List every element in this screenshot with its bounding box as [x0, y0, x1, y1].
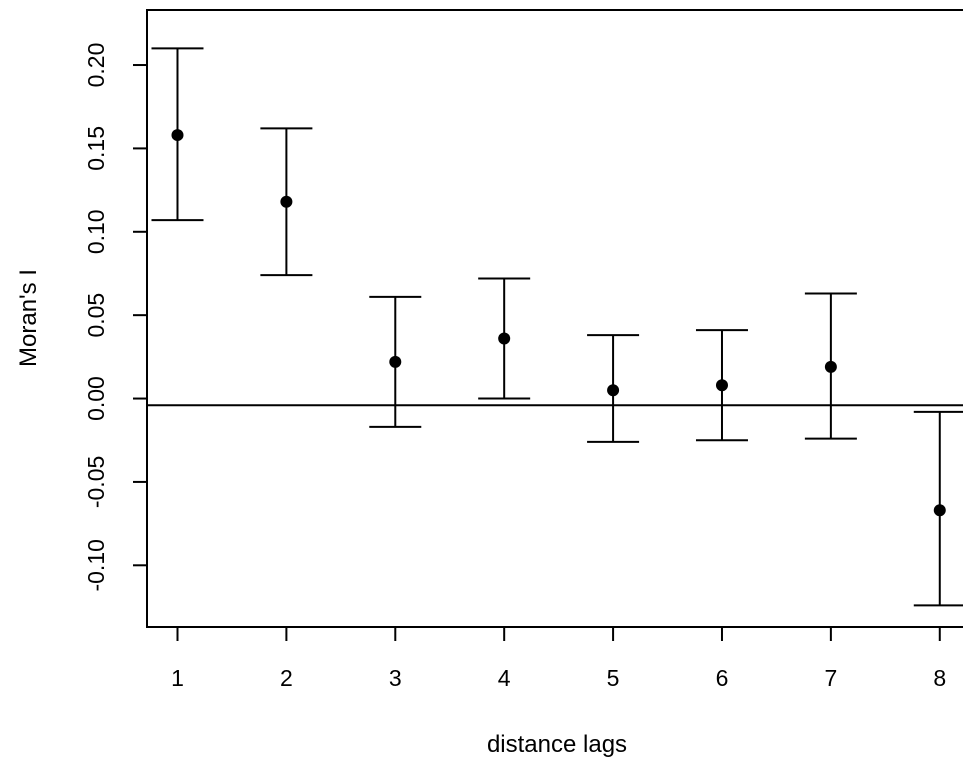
y-axis: -0.10 -0.05 0.00 0.05 0.10 0.15 0.20: [83, 43, 147, 592]
data-point-1: [171, 129, 184, 142]
y-tick-label-0.15: 0.15: [83, 126, 109, 171]
x-tick-label-5: 5: [607, 665, 620, 691]
x-tick-label-3: 3: [389, 665, 402, 691]
data-point-8: [933, 504, 946, 517]
y-tick-label-0.00: 0.00: [83, 376, 109, 421]
x-tick-label-6: 6: [716, 665, 729, 691]
data-point-7: [824, 360, 837, 373]
y-tick-label-0.10: 0.10: [83, 209, 109, 254]
plot-frame: [146, 9, 963, 628]
y-tick-label--0.05: -0.05: [83, 456, 109, 508]
x-axis-title: distance lags: [487, 731, 627, 758]
y-tick-label-0.05: 0.05: [83, 293, 109, 338]
x-axis: 1 2 3 4 5 6 7 8: [171, 627, 946, 691]
y-axis-title: Moran's I: [15, 269, 42, 367]
x-tick-label-8: 8: [933, 665, 946, 691]
chart-marks: [147, 47, 963, 607]
x-tick-label-7: 7: [824, 665, 837, 691]
x-tick-label-2: 2: [280, 665, 293, 691]
data-point-5: [607, 384, 620, 397]
data-point-6: [715, 379, 728, 392]
x-tick-label-1: 1: [171, 665, 184, 691]
x-tick-label-4: 4: [498, 665, 511, 691]
y-tick-label-0.20: 0.20: [83, 43, 109, 88]
data-point-2: [280, 195, 293, 208]
data-point-4: [498, 332, 511, 345]
data-point-3: [389, 355, 402, 368]
y-tick-label--0.10: -0.10: [83, 539, 109, 591]
